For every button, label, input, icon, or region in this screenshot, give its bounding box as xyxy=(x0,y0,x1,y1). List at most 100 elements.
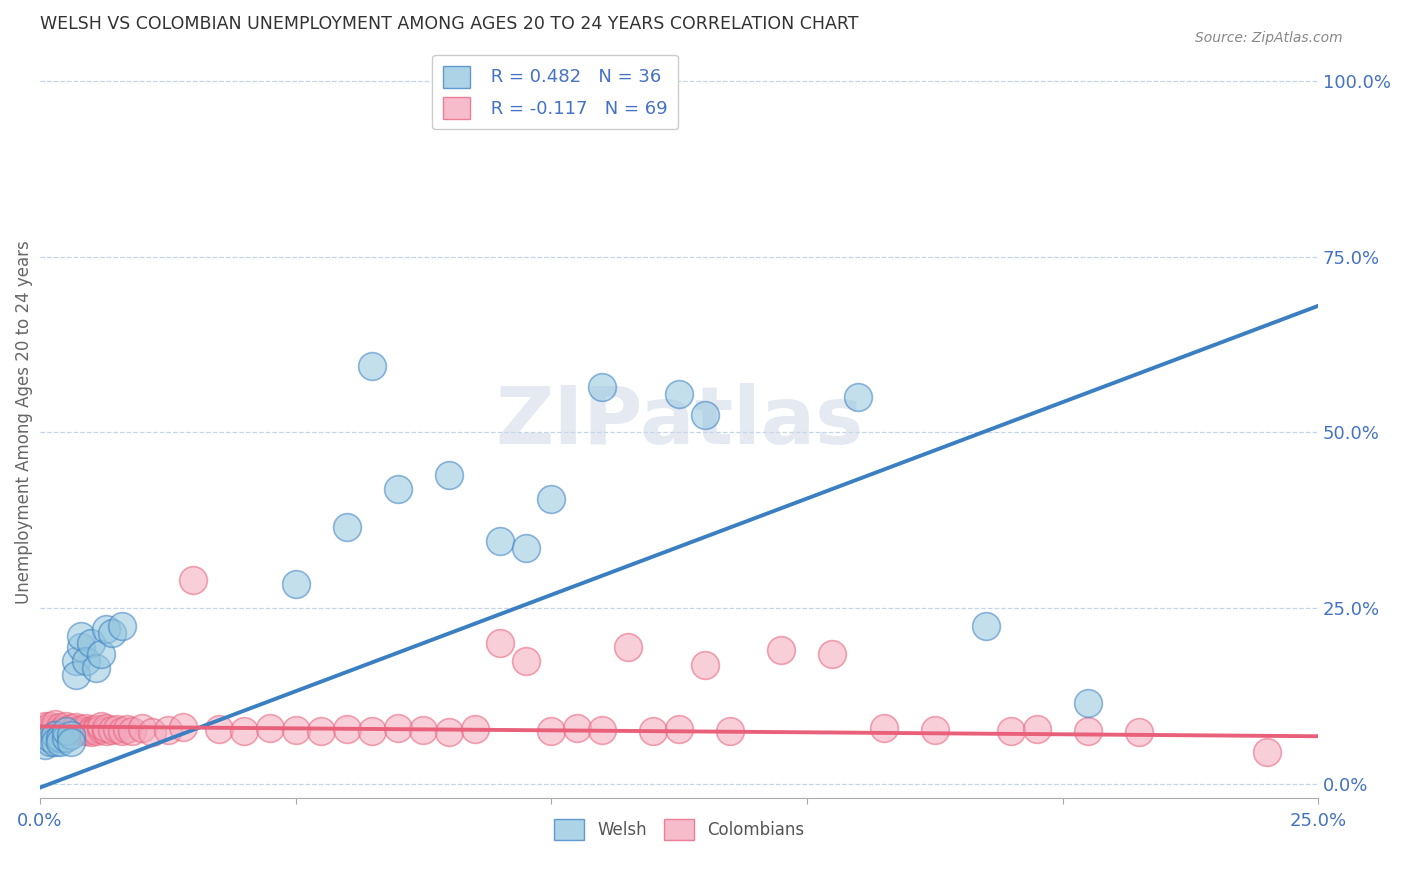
Point xyxy=(846,390,869,404)
Point xyxy=(1000,724,1022,739)
Point xyxy=(115,722,138,736)
Point xyxy=(39,735,62,749)
Point xyxy=(105,723,128,737)
Point xyxy=(44,735,66,749)
Point xyxy=(718,723,741,738)
Point xyxy=(387,482,409,496)
Point xyxy=(540,723,562,738)
Point xyxy=(489,636,512,650)
Point xyxy=(643,724,665,739)
Point xyxy=(55,731,77,746)
Point xyxy=(437,725,460,739)
Point xyxy=(591,723,613,737)
Point xyxy=(90,647,112,661)
Point xyxy=(284,723,307,737)
Point xyxy=(183,573,205,587)
Point xyxy=(70,722,93,736)
Point xyxy=(59,728,82,742)
Point xyxy=(44,717,66,731)
Point xyxy=(55,724,77,739)
Point xyxy=(65,723,87,737)
Y-axis label: Unemployment Among Ages 20 to 24 years: Unemployment Among Ages 20 to 24 years xyxy=(15,240,32,604)
Point xyxy=(1128,725,1150,739)
Point xyxy=(361,723,384,738)
Point xyxy=(80,725,103,739)
Point xyxy=(131,721,153,735)
Point xyxy=(974,619,997,633)
Point xyxy=(44,728,66,742)
Point xyxy=(44,723,66,738)
Point xyxy=(208,722,231,736)
Point xyxy=(1077,723,1099,738)
Point xyxy=(770,643,793,657)
Point xyxy=(515,654,537,668)
Point xyxy=(90,719,112,733)
Point xyxy=(1077,696,1099,710)
Point xyxy=(489,534,512,549)
Point xyxy=(59,735,82,749)
Point xyxy=(668,386,690,401)
Point xyxy=(309,724,332,739)
Point xyxy=(59,723,82,738)
Point xyxy=(39,722,62,736)
Point xyxy=(55,719,77,733)
Point xyxy=(821,647,844,661)
Point xyxy=(464,723,486,737)
Point xyxy=(336,520,359,534)
Point xyxy=(872,721,894,735)
Point xyxy=(361,359,384,373)
Point xyxy=(39,731,62,746)
Point xyxy=(49,731,72,746)
Point xyxy=(141,725,163,739)
Point xyxy=(80,723,103,737)
Point xyxy=(75,654,97,668)
Point xyxy=(75,721,97,735)
Point xyxy=(75,723,97,738)
Text: WELSH VS COLOMBIAN UNEMPLOYMENT AMONG AGES 20 TO 24 YEARS CORRELATION CHART: WELSH VS COLOMBIAN UNEMPLOYMENT AMONG AG… xyxy=(39,15,859,33)
Legend: Welsh, Colombians: Welsh, Colombians xyxy=(547,813,811,847)
Point xyxy=(90,722,112,736)
Point xyxy=(70,724,93,739)
Point xyxy=(437,467,460,482)
Point xyxy=(336,722,359,736)
Point xyxy=(259,721,281,735)
Text: ZIPatlas: ZIPatlas xyxy=(495,383,863,461)
Point xyxy=(49,725,72,739)
Point xyxy=(693,657,716,672)
Point xyxy=(693,408,716,422)
Point xyxy=(34,723,56,737)
Point xyxy=(100,626,122,640)
Point xyxy=(233,723,256,738)
Point xyxy=(84,724,107,739)
Point xyxy=(412,723,434,737)
Point xyxy=(1256,746,1278,760)
Point xyxy=(924,723,946,737)
Point xyxy=(70,640,93,654)
Point xyxy=(39,724,62,739)
Point xyxy=(70,629,93,643)
Point xyxy=(156,723,179,737)
Point xyxy=(172,720,194,734)
Point xyxy=(55,723,77,737)
Point xyxy=(111,724,134,739)
Point xyxy=(34,719,56,733)
Point xyxy=(96,723,118,738)
Point xyxy=(65,654,87,668)
Point xyxy=(44,721,66,735)
Point xyxy=(591,380,613,394)
Point xyxy=(80,636,103,650)
Point xyxy=(111,619,134,633)
Text: Source: ZipAtlas.com: Source: ZipAtlas.com xyxy=(1195,31,1343,45)
Point xyxy=(121,723,143,738)
Point xyxy=(39,719,62,733)
Point xyxy=(49,735,72,749)
Point xyxy=(515,541,537,556)
Point xyxy=(1026,722,1049,736)
Point xyxy=(34,739,56,753)
Point xyxy=(84,661,107,675)
Point xyxy=(49,723,72,737)
Point xyxy=(84,723,107,737)
Point xyxy=(387,721,409,735)
Point xyxy=(65,720,87,734)
Point xyxy=(100,723,122,737)
